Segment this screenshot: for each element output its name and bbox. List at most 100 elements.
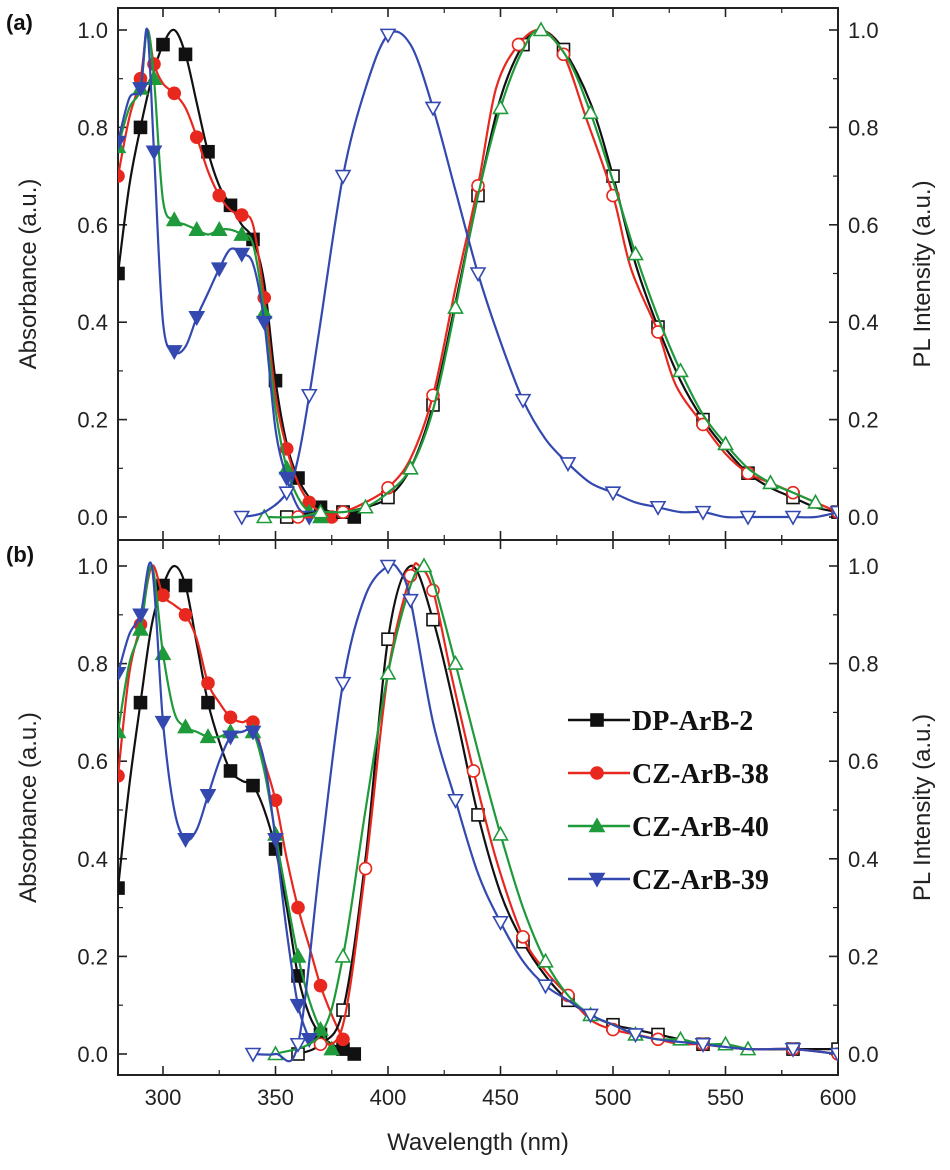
series-line [297, 564, 838, 1056]
data-point [244, 725, 262, 741]
data-point [178, 578, 193, 593]
right-y-tick-label: 0.2 [848, 408, 879, 433]
data-point [604, 486, 622, 502]
data-point [234, 208, 249, 222]
plot-frame [117, 539, 839, 1076]
data-point [289, 1037, 307, 1053]
data-point [492, 99, 509, 115]
data-point [154, 715, 172, 731]
legend-entry: CZ-ArB-38 [568, 759, 769, 790]
data-point [649, 500, 667, 516]
right-y-tick-label: 0.6 [848, 749, 879, 774]
x-axis-label: Wavelength (nm) [387, 1129, 569, 1156]
data-point [118, 667, 127, 682]
data-point [334, 947, 352, 963]
data-point [829, 505, 838, 521]
series-line [297, 28, 838, 519]
data-point [255, 315, 273, 331]
left-y-tick-label: 0.0 [77, 505, 108, 530]
left-y-tick-label: 0.6 [77, 749, 108, 774]
series-line [118, 27, 311, 518]
data-point [289, 947, 307, 963]
data-point [357, 498, 374, 514]
left-y-axis-label: Absorbance (a.u.) [15, 712, 42, 903]
legend-marker [590, 713, 604, 727]
data-point [334, 676, 352, 692]
series-cz-arb-39-absorbance [118, 27, 318, 526]
legend: DP-ArB-2 CZ-ArB-38 CZ-ArB-40 CZ-ArB-39 [568, 706, 769, 896]
x-tick-label: 400 [370, 1085, 407, 1110]
series-dp-arb-2-absorbance [118, 28, 362, 524]
data-point [132, 620, 149, 636]
legend-label: DP-ArB-2 [632, 706, 753, 737]
data-point [156, 37, 170, 52]
legend-marker [588, 817, 606, 833]
data-point [188, 221, 206, 236]
data-point [694, 505, 712, 521]
right-y-tick-label: 0.6 [848, 213, 879, 238]
data-point [201, 695, 215, 710]
legend-entry: CZ-ArB-39 [568, 865, 769, 896]
data-point [694, 1037, 712, 1053]
data-point [807, 493, 824, 509]
data-point [381, 632, 395, 647]
data-point [313, 978, 328, 993]
data-point [347, 1047, 362, 1061]
data-point [210, 262, 228, 278]
left-y-tick-label: 1.0 [77, 18, 108, 43]
data-point [178, 47, 193, 62]
data-point [233, 225, 251, 241]
data-point [233, 510, 251, 526]
data-point [424, 101, 442, 117]
data-point [559, 457, 577, 473]
left-y-tick-label: 0.0 [77, 1042, 108, 1067]
data-point [514, 393, 532, 409]
x-tick-label: 550 [707, 1085, 744, 1110]
series-line [118, 561, 311, 1040]
data-point [118, 135, 127, 151]
data-point [582, 1008, 599, 1024]
data-point [156, 588, 170, 603]
data-point [447, 793, 464, 809]
data-point [717, 435, 734, 451]
data-point [189, 130, 204, 144]
data-point [223, 764, 238, 778]
series-cz-arb-40-absorbance [118, 564, 341, 1056]
data-point [199, 789, 217, 804]
data-point [762, 474, 779, 490]
data-point [133, 695, 148, 710]
data-point [177, 832, 194, 848]
data-point [201, 676, 215, 690]
x-tick-label: 500 [595, 1085, 632, 1110]
series-cz-arb-38-pl [291, 28, 838, 524]
legend-marker [588, 872, 606, 888]
series-line [118, 28, 355, 519]
data-point [255, 508, 273, 524]
series-cz-arb-38-absorbance [118, 564, 350, 1047]
panel-label: (b) [6, 542, 34, 567]
data-point [118, 266, 125, 281]
data-point [165, 211, 183, 227]
right-y-tick-label: 0.0 [848, 1042, 879, 1067]
data-point [278, 471, 296, 487]
data-point [739, 510, 757, 526]
data-point [492, 825, 509, 841]
data-point [402, 459, 419, 475]
data-point [188, 311, 206, 326]
left-y-tick-label: 1.0 [77, 554, 108, 579]
legend-entry: CZ-ArB-40 [568, 812, 769, 843]
data-point [300, 388, 318, 404]
data-point [466, 764, 481, 778]
x-tick-label: 350 [257, 1085, 294, 1110]
left-y-tick-label: 0.4 [77, 310, 108, 335]
data-point [145, 145, 163, 161]
series-line [252, 563, 838, 1063]
data-point [118, 881, 125, 895]
data-point [532, 21, 550, 37]
legend-label: CZ-ArB-40 [632, 812, 769, 843]
right-y-tick-label: 0.4 [848, 847, 879, 872]
data-point [379, 28, 397, 44]
x-tick-label: 600 [820, 1085, 857, 1110]
right-y-tick-label: 1.0 [848, 18, 879, 43]
data-point [177, 718, 194, 734]
